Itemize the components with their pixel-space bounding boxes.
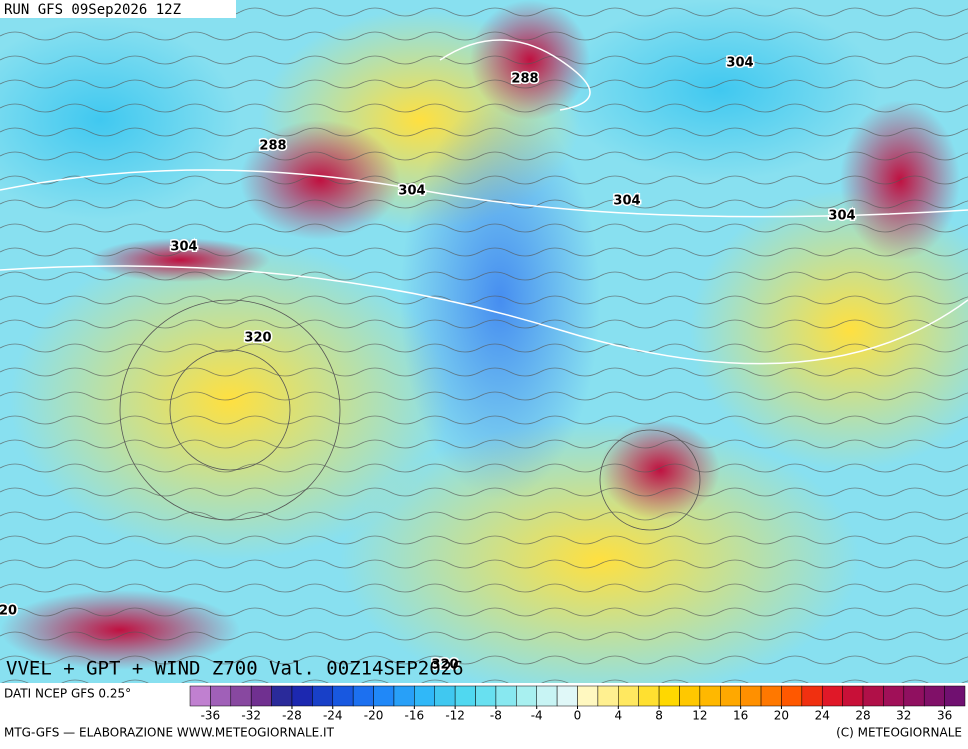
colorbar-tick-label: 32 (896, 709, 911, 723)
colorbar-swatch (903, 685, 925, 707)
colorbar-tick-label: 0 (574, 709, 582, 723)
colorbar-swatch (250, 685, 272, 707)
colorbar-swatch (271, 685, 293, 707)
colorbar-swatch (597, 685, 619, 707)
colorbar-tick-label: -32 (241, 709, 261, 723)
header-box (0, 0, 236, 18)
colorbar-swatch (883, 685, 905, 707)
colorbar: -36 -32 -28 -24 -20 -16 -12 -8 -4 0 4 8 12 16 20 24 28 32… (189, 685, 966, 723)
colorbar-swatch (577, 685, 599, 707)
contour-label: 320 (244, 331, 271, 346)
colorbar-tick-label: 20 (774, 709, 789, 723)
colorbar-tick-label: -24 (323, 709, 343, 723)
colorbar-tick-label: -16 (405, 709, 425, 723)
colorbar-swatch (944, 685, 966, 707)
colorbar-swatch (475, 685, 497, 707)
contour-label: 20 (0, 604, 17, 619)
contour-labels: 288 288 304 304 304 304 304 320 20 320 (0, 54, 857, 674)
colorbar-tick-label: 12 (692, 709, 707, 723)
map-field (0, 0, 968, 700)
colorbar-swatch (760, 685, 782, 707)
contour-label: 304 (613, 194, 640, 209)
colorbar-swatch (699, 685, 721, 707)
colorbar-swatch (414, 685, 435, 707)
colorbar-swatch (740, 685, 762, 707)
contour-label: 320 (431, 658, 458, 673)
colorbar-swatch (332, 685, 354, 707)
contour-label: 288 (259, 139, 286, 154)
colorbar-tick-label: -28 (282, 709, 302, 723)
colorbar-tick-label: -36 (201, 709, 221, 723)
colorbar-tick-label: -12 (445, 709, 465, 723)
colorbar-swatch (801, 685, 823, 707)
colorbar-tick-label: 8 (655, 709, 663, 723)
colorbar-swatch (516, 685, 537, 707)
map-title: VVEL + GPT + WIND Z700 Val. 00Z14SEP2026 (6, 658, 464, 680)
colorbar-tick-label: 4 (614, 709, 622, 723)
colorbar-swatch (842, 685, 864, 707)
colorbar-swatch (862, 685, 884, 707)
colorbar-swatch (312, 685, 334, 707)
colorbar-swatch (454, 685, 476, 707)
colorbar-swatch (679, 685, 701, 707)
colorbar-swatch (393, 685, 415, 707)
contour-label: 304 (828, 209, 855, 224)
colorbar-tick-label: -8 (490, 709, 502, 723)
contour-label: 304 (170, 240, 197, 255)
colorbar-swatch (618, 685, 639, 707)
colorbar-swatch (210, 685, 232, 707)
colorbar-swatch (495, 685, 517, 707)
credit-label: MTG-GFS — ELABORAZIONE WWW.METEOGIORNALE… (4, 726, 335, 740)
colorbar-swatch (923, 685, 945, 707)
colorbar-tick-label: 16 (733, 709, 748, 723)
colorbar-tick-label: 36 (937, 709, 952, 723)
run-label: RUN GFS 09Sep2026 12Z (4, 2, 181, 18)
colorbar-swatch (658, 685, 680, 707)
colorbar-tick-label: -4 (531, 709, 543, 723)
colorbar-swatch (720, 685, 741, 707)
copyright-label: (C) METEOGIORNALE (836, 726, 962, 740)
contour-label: 304 (726, 56, 753, 71)
colorbar-swatch (230, 685, 252, 707)
contour-label: 304 (398, 184, 425, 199)
colorbar-swatch (536, 685, 558, 707)
colorbar-swatch (352, 685, 374, 707)
colorbar-tick-label: 28 (855, 709, 870, 723)
colorbar-swatch (434, 685, 456, 707)
colorbar-tick-label: -20 (364, 709, 384, 723)
source-label: DATI NCEP GFS 0.25° (4, 687, 131, 701)
colorbar-swatch (781, 685, 803, 707)
colorbar-swatch (556, 685, 578, 707)
colorbar-swatch (821, 685, 843, 707)
colorbar-swatch (291, 685, 313, 707)
colorbar-tick-label: 24 (815, 709, 830, 723)
colorbar-swatch (189, 685, 211, 707)
contour-label: 288 (511, 72, 538, 87)
colorbar-swatch (373, 685, 395, 707)
colorbar-swatch (638, 685, 660, 707)
